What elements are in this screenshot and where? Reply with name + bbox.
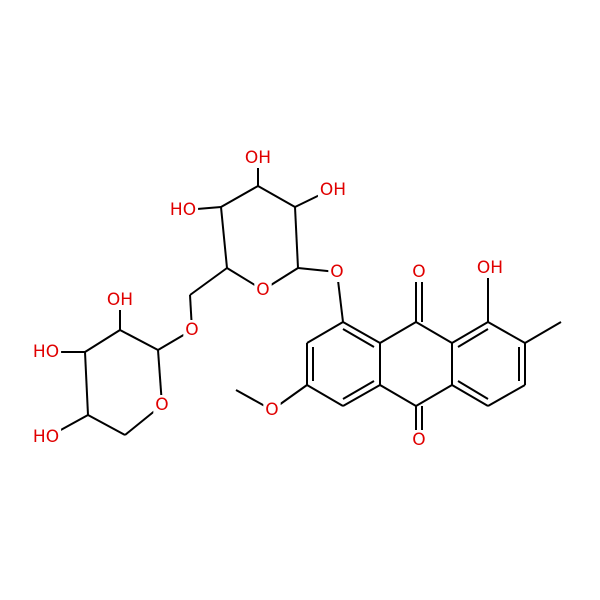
label-background bbox=[317, 180, 349, 200]
label-background bbox=[254, 280, 272, 300]
label-background bbox=[410, 262, 428, 282]
label-background bbox=[474, 258, 506, 278]
atom-label: O bbox=[155, 395, 168, 415]
atom-label: O bbox=[265, 400, 278, 420]
label-background bbox=[410, 430, 428, 450]
atom-label: OH bbox=[320, 180, 346, 200]
label-background bbox=[104, 290, 136, 310]
atom-label: OH bbox=[477, 258, 503, 278]
label-background bbox=[328, 262, 346, 282]
atom-label: O bbox=[412, 262, 425, 282]
atom-label: HO bbox=[170, 200, 196, 220]
atom-label: O bbox=[330, 262, 343, 282]
label-background bbox=[30, 427, 62, 447]
atom-label: HO bbox=[33, 427, 59, 447]
label-background bbox=[30, 342, 62, 362]
atom-label: O bbox=[185, 320, 198, 340]
atom-labels: OH HO OH O O O OH HO O HO O OH O O bbox=[30, 148, 506, 450]
label-background bbox=[242, 148, 274, 168]
label-background bbox=[263, 400, 281, 420]
atom-label: OH bbox=[107, 290, 133, 310]
atom-label: HO bbox=[33, 342, 59, 362]
label-background bbox=[183, 320, 201, 340]
atom-label: O bbox=[412, 430, 425, 450]
label-background bbox=[153, 395, 171, 415]
label-background bbox=[167, 200, 199, 220]
atom-label: OH bbox=[245, 148, 271, 168]
atom-label: O bbox=[256, 280, 269, 300]
